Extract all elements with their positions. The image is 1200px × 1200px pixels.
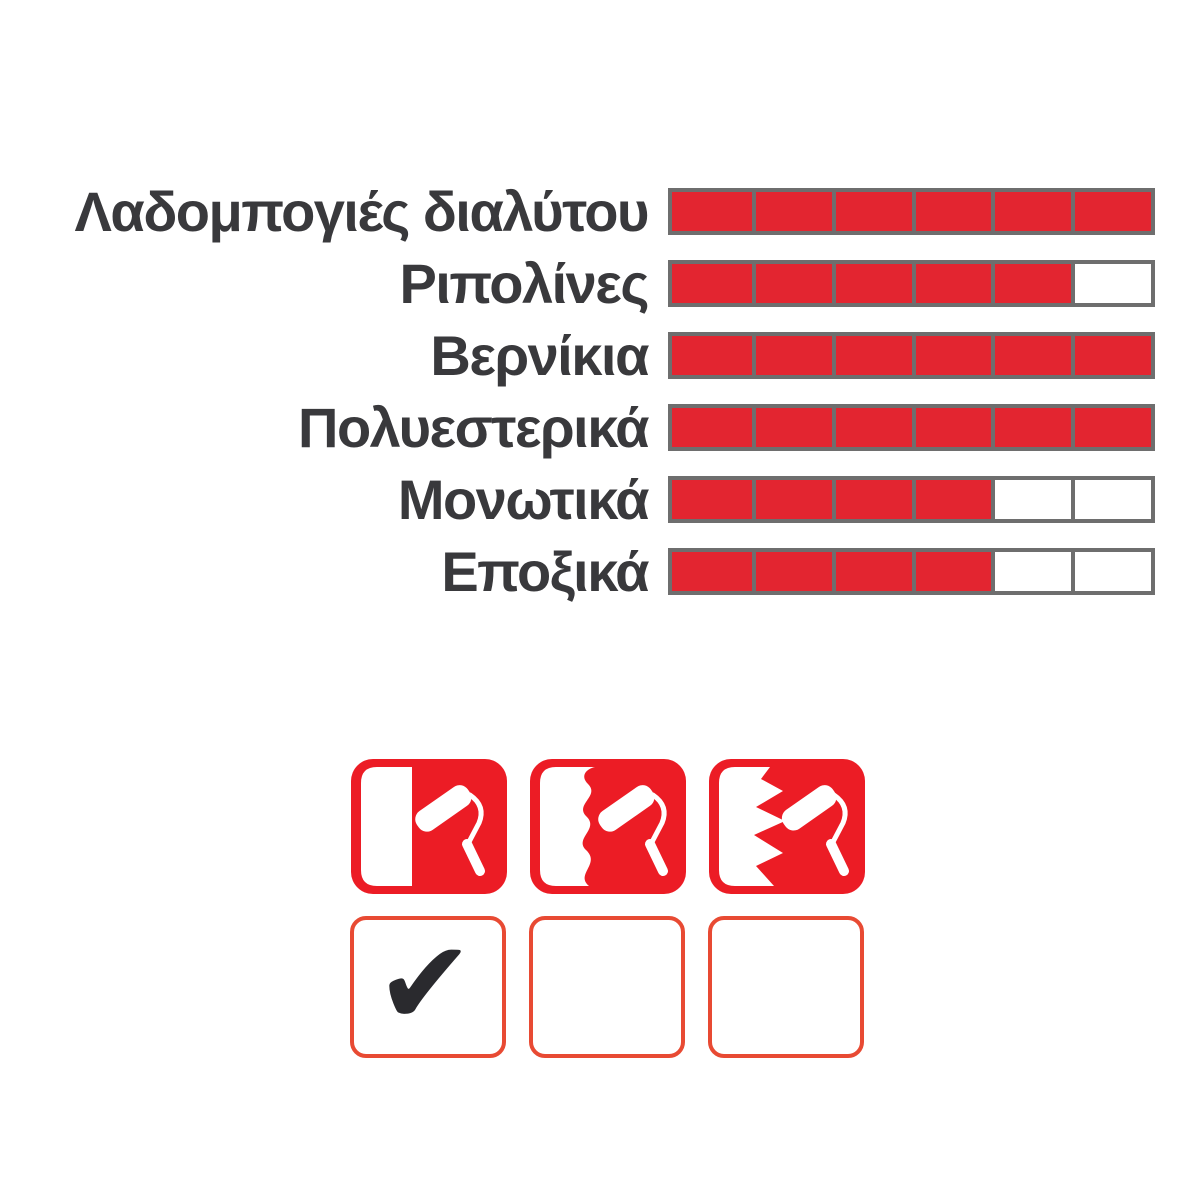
rating-cell-filled — [672, 336, 752, 375]
rating-cell-filled — [831, 336, 912, 375]
rating-bar — [668, 476, 1155, 523]
rating-label: Βερνίκια — [430, 324, 649, 387]
rating-label: Μονωτικά — [397, 468, 650, 531]
rating-cell-filled — [991, 192, 1072, 231]
rating-bar — [668, 404, 1155, 451]
rating-label: Λαδομπογιές διαλύτου — [74, 180, 650, 243]
rating-cell-filled — [751, 552, 832, 591]
rating-bar — [668, 332, 1155, 379]
paint-compatibility-panel: Λαδομπογιές διαλύτου Ριπολίνες Βερνίκια … — [0, 180, 1200, 1058]
rating-row: Βερνίκια — [0, 324, 1200, 387]
rating-cell-filled — [751, 192, 832, 231]
rating-cell-filled — [911, 480, 992, 519]
rating-cell-filled — [911, 192, 992, 231]
surface-icons-and-checkboxes: ✔ — [350, 758, 866, 1058]
rating-bar — [668, 548, 1155, 595]
checkbox-checked[interactable]: ✔ — [350, 916, 506, 1058]
rating-cell-filled — [991, 264, 1072, 303]
rating-cell-empty — [1071, 480, 1151, 519]
rating-label: Πολυεστερικά — [298, 396, 650, 459]
rating-row: Πολυεστερικά — [0, 396, 1200, 459]
rating-cell-filled — [672, 552, 752, 591]
checkbox-empty[interactable] — [529, 916, 685, 1058]
compatibility-ratings-chart: Λαδομπογιές διαλύτου Ριπολίνες Βερνίκια … — [0, 180, 1200, 603]
rating-cell-filled — [672, 264, 752, 303]
rating-cell-filled — [751, 264, 832, 303]
paint-roller-glyph — [415, 785, 485, 876]
rating-cell-filled — [911, 552, 992, 591]
paint-roller-wavy-edge-icon — [530, 759, 686, 894]
paint-roller-smooth-edge-icon — [351, 759, 507, 894]
rating-cell-empty — [1071, 552, 1151, 591]
rating-row: Εποξικά — [0, 540, 1200, 603]
rating-cell-filled — [831, 408, 912, 447]
rating-cell-filled — [751, 480, 832, 519]
rating-cell-empty — [991, 552, 1072, 591]
checkbox-empty[interactable] — [708, 916, 864, 1058]
rating-row: Ριπολίνες — [0, 252, 1200, 315]
rating-cell-filled — [991, 408, 1072, 447]
rating-bar — [668, 260, 1155, 307]
paint-roller-glyph — [781, 785, 849, 876]
rating-cell-filled — [751, 408, 832, 447]
rating-cell-filled — [991, 336, 1072, 375]
rating-cell-filled — [672, 480, 752, 519]
rating-cell-filled — [911, 408, 992, 447]
rating-cell-filled — [751, 336, 832, 375]
rating-cell-filled — [672, 408, 752, 447]
rating-cell-filled — [1071, 336, 1151, 375]
rating-row: Λαδομπογιές διαλύτου — [0, 180, 1200, 243]
rating-cell-filled — [831, 264, 912, 303]
paint-roller-jagged-edge-icon — [709, 759, 865, 894]
rating-label: Εποξικά — [441, 540, 649, 603]
rating-cell-filled — [1071, 408, 1151, 447]
rating-cell-filled — [911, 264, 992, 303]
rating-cell-filled — [672, 192, 752, 231]
rating-label: Ριπολίνες — [399, 252, 650, 315]
check-mark-icon: ✔ — [375, 914, 475, 1052]
rating-cell-empty — [991, 480, 1072, 519]
rating-cell-empty — [1071, 264, 1151, 303]
rating-cell-filled — [911, 336, 992, 375]
rating-cell-filled — [831, 192, 912, 231]
rating-row: Μονωτικά — [0, 468, 1200, 531]
rating-cell-filled — [831, 552, 912, 591]
rating-bar — [668, 188, 1155, 235]
rating-cell-filled — [831, 480, 912, 519]
paint-roller-glyph — [598, 785, 668, 876]
rating-cell-filled — [1071, 192, 1151, 231]
